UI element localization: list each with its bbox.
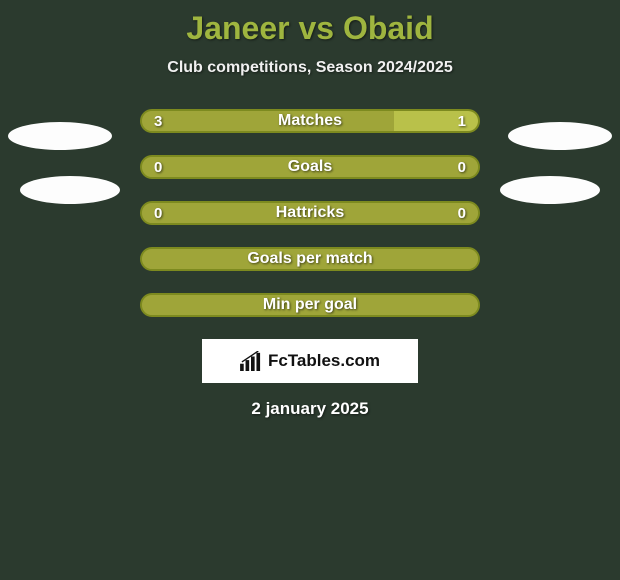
stat-bar: 0 0 Hattricks: [140, 201, 480, 225]
bar-label: Hattricks: [276, 204, 344, 222]
bar-value-right: 1: [458, 113, 466, 130]
bar-label: Min per goal: [263, 296, 357, 314]
page-title: Janeer vs Obaid: [0, 0, 620, 47]
bar-value-right: 0: [458, 205, 466, 222]
bar-value-left: 3: [154, 113, 162, 130]
footer-date: 2 january 2025: [0, 399, 620, 419]
bar-label: Goals per match: [247, 250, 372, 268]
player-right-name: Obaid: [343, 10, 434, 46]
bar-fill-left: [142, 111, 394, 131]
logo-box: FcTables.com: [202, 339, 418, 383]
subtitle: Club competitions, Season 2024/2025: [0, 59, 620, 77]
comparison-card: Janeer vs Obaid Club competitions, Seaso…: [0, 0, 620, 580]
bar-label: Matches: [278, 112, 342, 130]
stat-bars: 3 1 Matches 0 0 Goals 0 0 Hattricks Goals per mat…: [0, 109, 620, 317]
bar-value-right: 0: [458, 159, 466, 176]
stat-bar: Goals per match: [140, 247, 480, 271]
logo-text: FcTables.com: [268, 351, 380, 371]
stat-bar: 0 0 Goals: [140, 155, 480, 179]
bar-label: Goals: [288, 158, 332, 176]
fctables-logo-icon: [240, 351, 262, 371]
vs-word: vs: [298, 10, 334, 46]
player-left-name: Janeer: [186, 10, 289, 46]
stat-bar: 3 1 Matches: [140, 109, 480, 133]
bar-value-left: 0: [154, 205, 162, 222]
bar-value-left: 0: [154, 159, 162, 176]
stat-bar: Min per goal: [140, 293, 480, 317]
